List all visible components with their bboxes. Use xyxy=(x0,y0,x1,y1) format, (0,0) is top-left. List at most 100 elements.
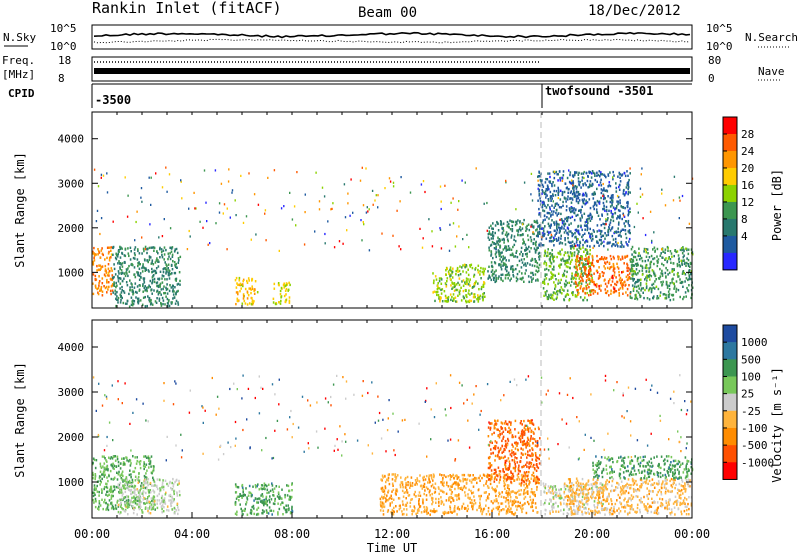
noise-sky-trace xyxy=(93,31,691,39)
power-ytick-label: 2000 xyxy=(58,222,85,235)
velocity-region-6 xyxy=(567,477,693,516)
station-title: Rankin Inlet (fitACF) xyxy=(92,0,282,17)
power-colorbar-swatch xyxy=(723,235,737,254)
power-colorbar-label: Power [dB] xyxy=(770,169,784,241)
velocity-colorbar-swatch xyxy=(723,393,737,412)
date-title: 18/Dec/2012 xyxy=(588,3,681,19)
velocity-colorbar-swatch xyxy=(723,325,737,343)
time-tick-label: 08:00 xyxy=(274,527,310,541)
power-scatter xyxy=(93,166,694,252)
velocity-colorbar-swatch xyxy=(723,376,737,394)
velocity-ytick-label: 1000 xyxy=(58,476,85,489)
freq-tick-top: 18 xyxy=(58,54,71,67)
noise-ytick-bottom-right: 10^0 xyxy=(706,40,733,53)
power-colorbar-swatch xyxy=(723,201,737,220)
noise-search-label: N.Search xyxy=(745,31,798,44)
nave-tick-top: 80 xyxy=(708,54,721,67)
power-colorbar-swatch xyxy=(723,184,737,203)
power-colorbar-swatch xyxy=(723,167,737,186)
velocity-ylabel: Slant Range [km] xyxy=(13,362,27,478)
power-region-9 xyxy=(537,170,631,248)
cpid-entry-2: twofsound -3501 xyxy=(545,84,653,98)
freq-label: Freq. xyxy=(2,54,35,67)
velocity-colorbar-tick-label: -1000 xyxy=(741,456,774,469)
power-ytick-label: 1000 xyxy=(58,266,85,279)
power-region-5 xyxy=(542,245,594,302)
power-ytick-label: 3000 xyxy=(58,177,85,190)
noise-search-trace xyxy=(93,38,691,44)
noise-panel: N.Sky 10^5 10^0 10^5 10^0 N.Search xyxy=(3,22,798,53)
velocity-colorbar-swatch xyxy=(723,445,737,463)
power-colorbar: 28 24 20 16 12 8 4 xyxy=(722,116,755,271)
time-xlabel: Time UT xyxy=(367,541,418,554)
velocity-colorbar-swatch xyxy=(723,410,737,429)
velocity-colorbar-tick-label: 1000 xyxy=(741,336,768,349)
freq-unit: [MHz] xyxy=(2,68,35,81)
velocity-heatmap xyxy=(92,374,694,516)
power-heatmap xyxy=(92,166,694,308)
power-colorbar-swatch xyxy=(723,252,737,271)
nave-label: Nave xyxy=(758,65,785,78)
velocity-ytick-label: 4000 xyxy=(58,341,85,354)
power-y-axis: 4000 3000 2000 1000 xyxy=(58,133,692,279)
velocity-ytick-label: 3000 xyxy=(58,386,85,399)
power-panel: 4000 3000 2000 1000 Slant Range [km] 28 24 20… xyxy=(13,111,784,309)
velocity-scatter xyxy=(92,374,692,462)
power-ytick-label: 4000 xyxy=(58,133,85,146)
time-tick-label: 20:00 xyxy=(574,527,610,541)
power-colorbar-tick-label: 8 xyxy=(741,213,748,226)
power-colorbar-tick-label: 24 xyxy=(741,145,755,158)
velocity-region-2 xyxy=(234,482,294,516)
velocity-colorbar-swatch xyxy=(723,342,737,360)
time-x-axis: 00:00 04:00 08:00 12:00 16:00 20:00 00:00 xyxy=(74,112,710,541)
power-region-7 xyxy=(629,245,694,302)
power-colorbar-tick-label: 12 xyxy=(741,196,754,209)
noise-ytick-bottom-left: 10^0 xyxy=(50,40,77,53)
power-colorbar-swatch xyxy=(723,218,737,237)
power-region-8 xyxy=(487,218,541,284)
velocity-region-7 xyxy=(592,455,694,480)
cpid-label: CPID xyxy=(8,87,35,100)
beam-title: Beam 00 xyxy=(358,5,417,21)
time-tick-label: 00:00 xyxy=(74,527,110,541)
power-region-6 xyxy=(574,254,632,297)
power-region-4 xyxy=(432,263,486,304)
power-region-3 xyxy=(272,281,291,306)
power-region-1 xyxy=(112,245,182,308)
velocity-colorbar-tick-label: -100 xyxy=(741,422,768,435)
velocity-region-3 xyxy=(379,473,539,516)
power-colorbar-tick-label: 4 xyxy=(741,230,748,243)
freq-panel: Freq. [MHz] 18 8 80 0 Nave xyxy=(2,54,785,85)
power-region-0 xyxy=(92,246,114,297)
velocity-ytick-label: 2000 xyxy=(58,431,85,444)
velocity-panel: 4000 3000 2000 1000 Slant Range [km] 1000 50… xyxy=(13,112,784,554)
freq-tick-bottom: 8 xyxy=(58,72,65,85)
velocity-y-axis: 4000 3000 2000 1000 xyxy=(58,341,692,489)
power-colorbar-swatch xyxy=(723,133,737,152)
velocity-colorbar-swatch xyxy=(723,462,737,480)
nave-tick-bottom: 0 xyxy=(708,72,715,85)
power-colorbar-tick-label: 28 xyxy=(741,128,754,141)
power-colorbar-tick-label: 16 xyxy=(741,179,754,192)
velocity-colorbar-tick-label: -500 xyxy=(741,439,768,452)
noise-ytick-top-right: 10^5 xyxy=(706,22,733,35)
velocity-colorbar: 1000 500 100 25 -25 -100 -500 -1000 xyxy=(722,324,774,480)
velocity-colorbar-swatch xyxy=(723,359,737,377)
power-colorbar-tick-label: 20 xyxy=(741,162,754,175)
velocity-colorbar-tick-label: 100 xyxy=(741,370,761,383)
velocity-region-4 xyxy=(487,419,542,485)
velocity-colorbar-tick-label: 500 xyxy=(741,353,761,366)
noise-sky-label: N.Sky xyxy=(3,31,36,44)
velocity-colorbar-label: Velocity [m s⁻¹] xyxy=(770,367,784,483)
time-tick-label: 12:00 xyxy=(374,527,410,541)
time-tick-label: 00:00 xyxy=(674,527,710,541)
power-colorbar-swatch xyxy=(723,150,737,169)
velocity-colorbar-swatch xyxy=(723,427,737,446)
velocity-region-1 xyxy=(117,477,181,516)
power-region-2 xyxy=(234,276,259,306)
power-colorbar-swatch xyxy=(723,117,737,135)
cpid-panel: CPID -3500 twofsound -3501 xyxy=(8,83,692,108)
power-ylabel: Slant Range [km] xyxy=(13,152,27,268)
cpid-entry-1: -3500 xyxy=(95,93,131,107)
